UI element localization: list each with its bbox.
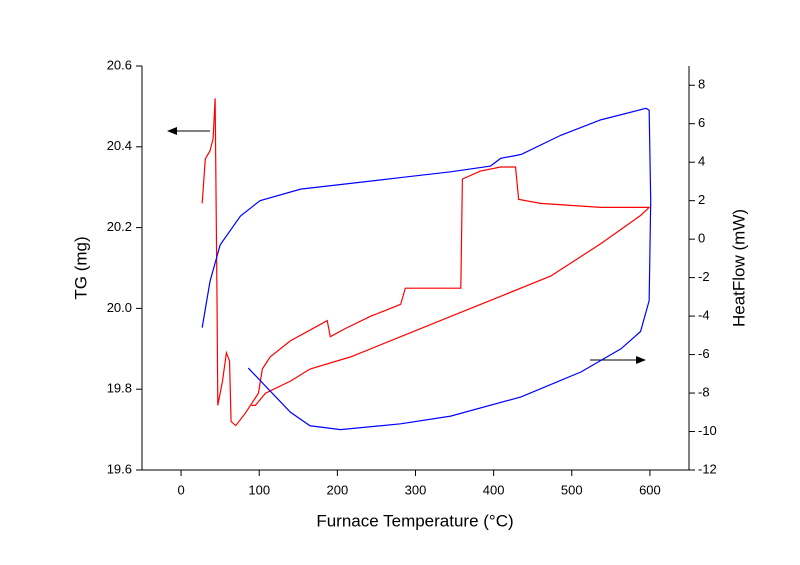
y2-tick-label: -10 [698,423,717,438]
x-tick-label: 500 [561,482,583,497]
y-tick-label: 19.6 [107,461,132,476]
data-line [201,107,652,431]
y2-tick-label: -4 [698,308,710,323]
y2-tick-label: 8 [698,77,705,92]
y2-tick-label: 0 [698,231,705,246]
y2-tick-label: -12 [698,461,717,476]
x-tick-label: 100 [248,482,270,497]
y-tick-label: 20.2 [107,219,132,234]
y-axis-title: TG (mg) [71,236,90,299]
y-tick-label: 20.4 [107,138,132,153]
x-axis-title: Furnace Temperature (°C) [316,511,513,530]
y2-axis-title: HeatFlow (mW) [729,209,748,327]
y2-tick-label: -2 [698,269,710,284]
x-tick-label: 400 [483,482,505,497]
y-tick-label: 20.0 [107,300,132,315]
y2-tick-label: 4 [698,154,705,169]
y-tick-label: 19.8 [107,381,132,396]
x-tick-label: 300 [405,482,427,497]
y2-tick-label: -6 [698,346,710,361]
y2-tick-label: -8 [698,384,710,399]
axes [141,66,690,471]
x-tick-label: 0 [177,482,184,497]
x-tick-label: 600 [639,482,661,497]
x-tick-label: 200 [327,482,349,497]
y-tick-label: 20.6 [107,57,132,72]
y2-tick-label: 2 [698,192,705,207]
y2-tick-label: 6 [698,115,705,130]
data-line [201,98,651,427]
